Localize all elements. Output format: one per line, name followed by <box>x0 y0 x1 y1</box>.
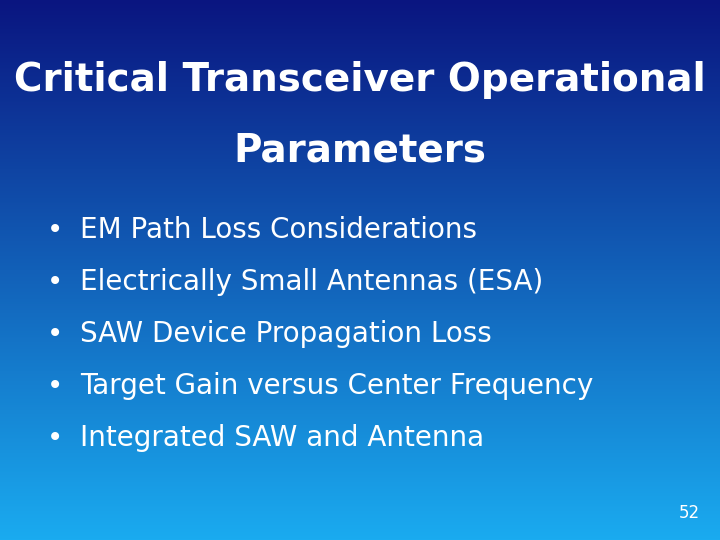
Text: 52: 52 <box>679 504 700 522</box>
Text: Integrated SAW and Antenna: Integrated SAW and Antenna <box>80 424 484 452</box>
Text: Parameters: Parameters <box>233 131 487 169</box>
Text: Electrically Small Antennas (ESA): Electrically Small Antennas (ESA) <box>80 268 544 296</box>
Text: •: • <box>47 216 63 244</box>
Text: Critical Transceiver Operational: Critical Transceiver Operational <box>14 61 706 99</box>
Text: •: • <box>47 268 63 296</box>
Text: SAW Device Propagation Loss: SAW Device Propagation Loss <box>80 320 492 348</box>
Text: •: • <box>47 372 63 400</box>
Text: •: • <box>47 320 63 348</box>
Text: •: • <box>47 424 63 452</box>
Text: Target Gain versus Center Frequency: Target Gain versus Center Frequency <box>80 372 593 400</box>
Text: EM Path Loss Considerations: EM Path Loss Considerations <box>80 216 477 244</box>
